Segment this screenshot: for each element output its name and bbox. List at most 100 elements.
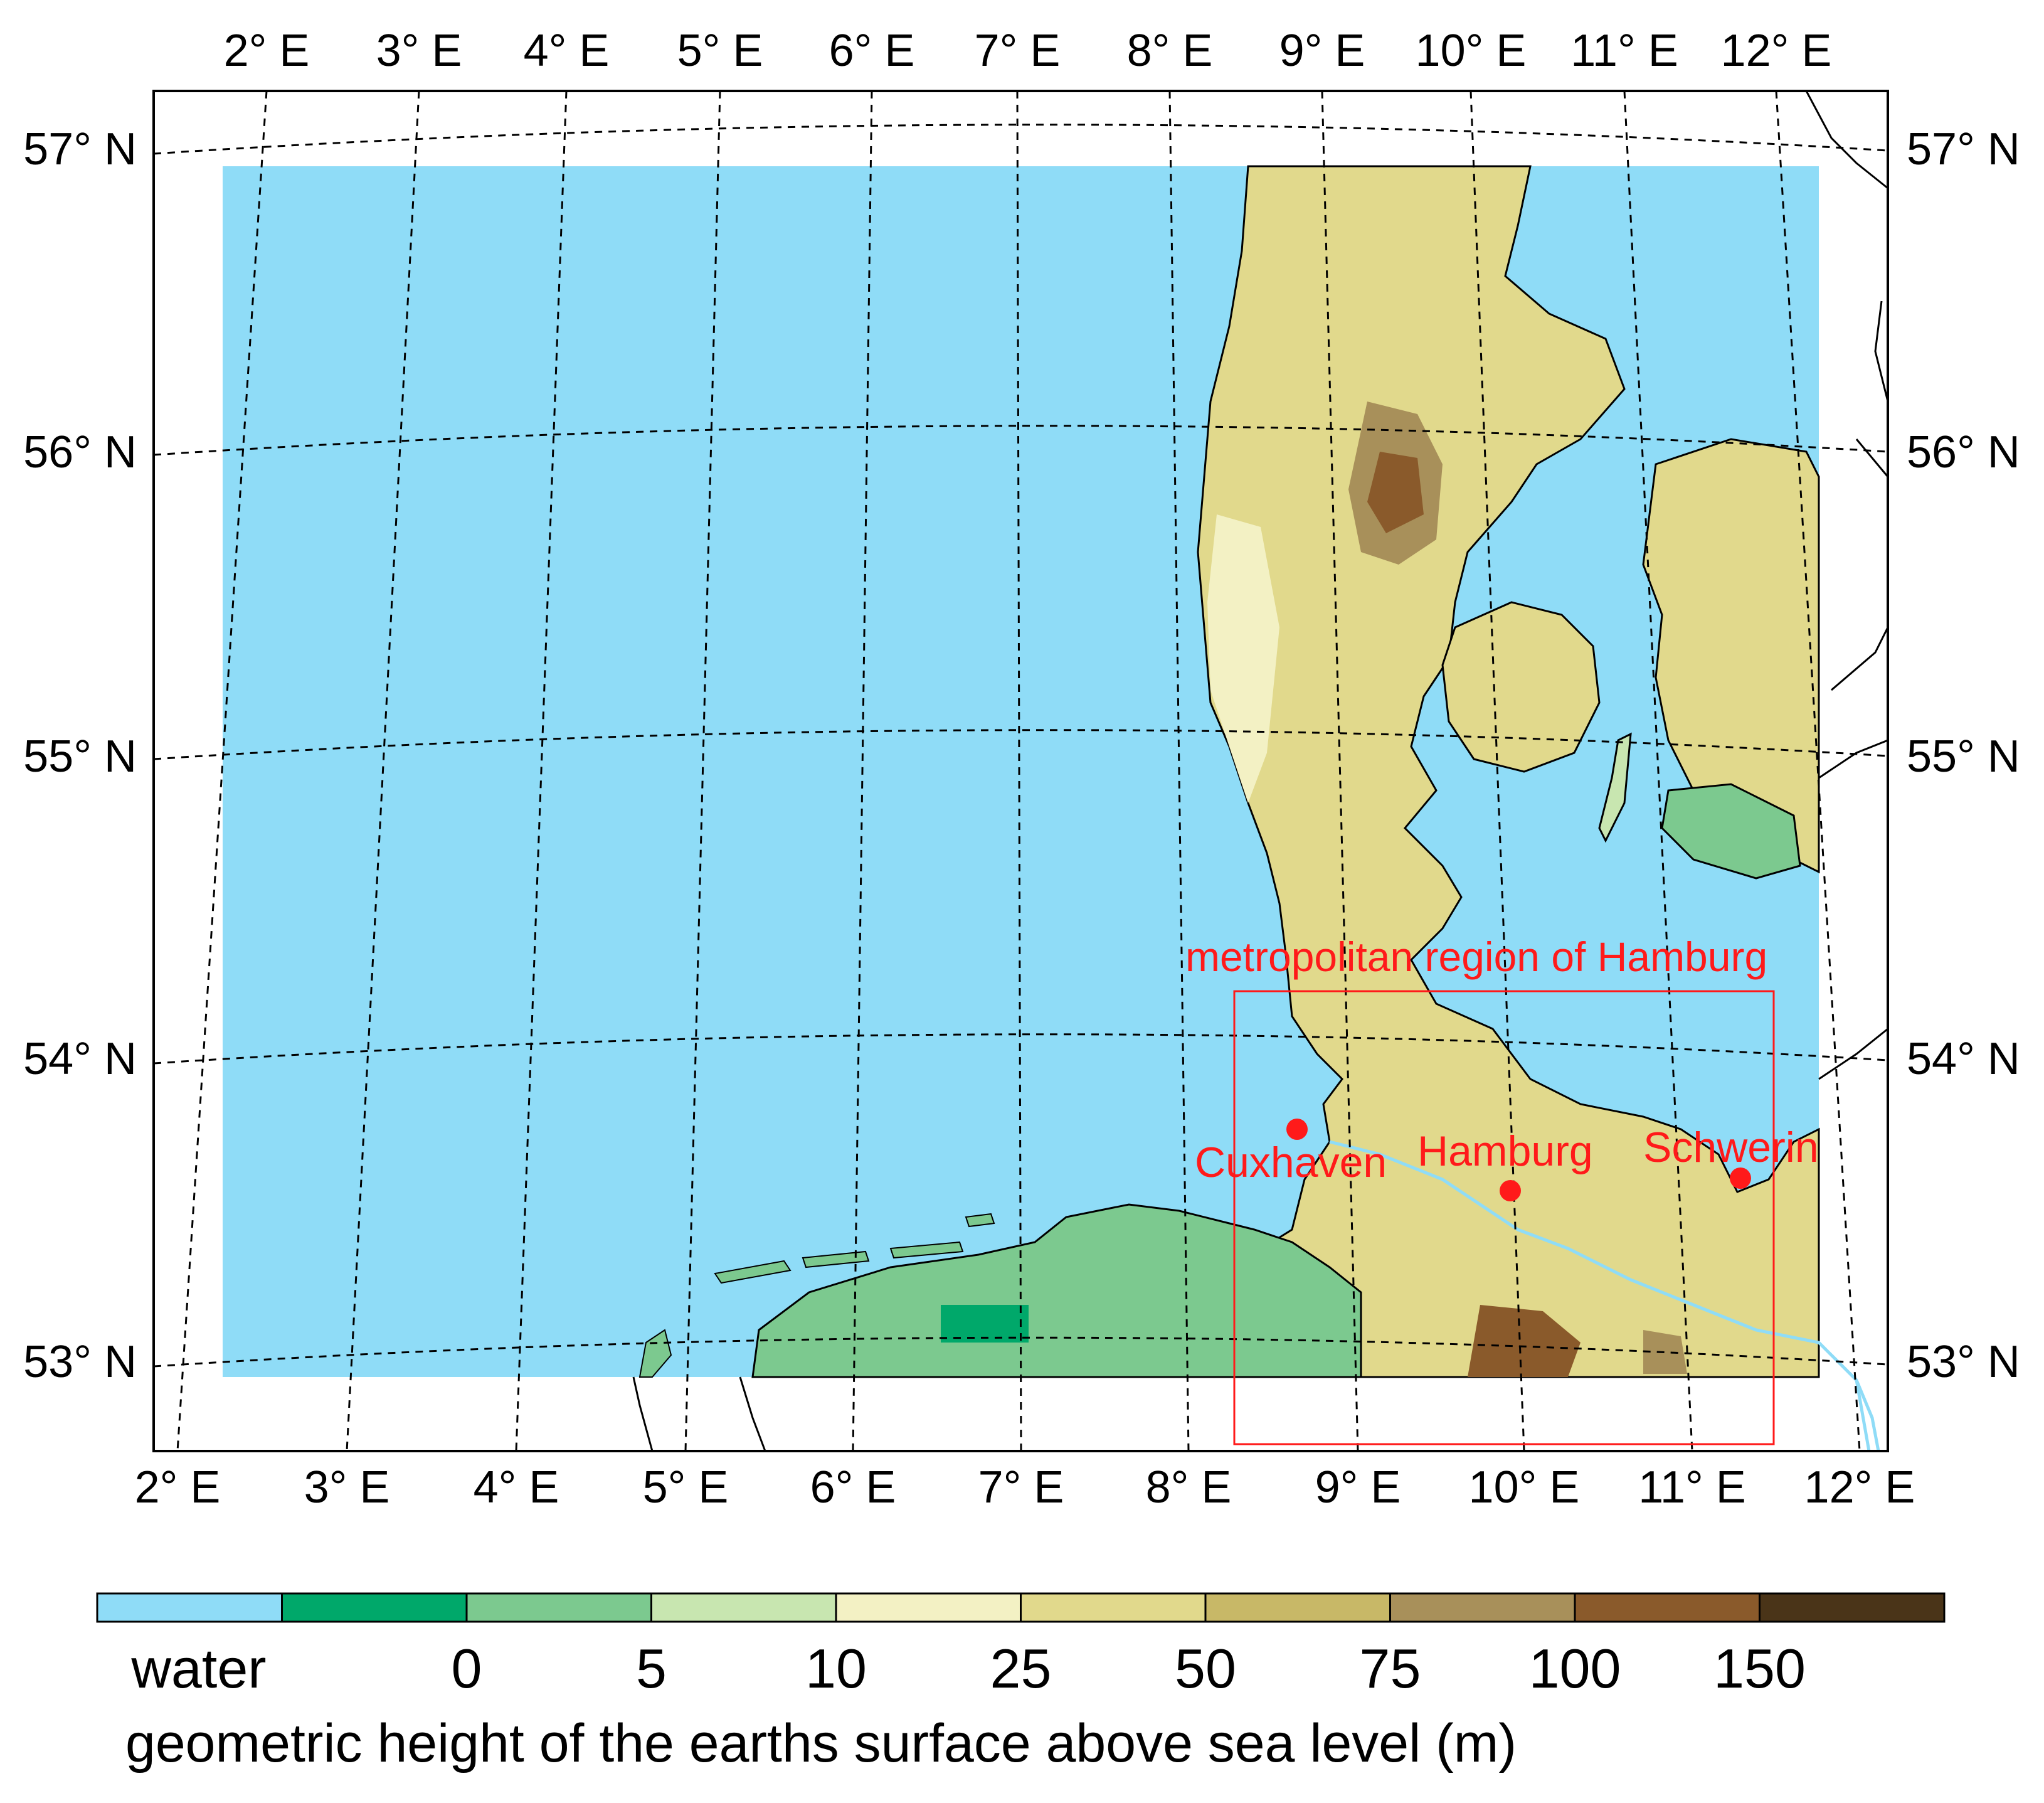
bottom-lon-label: 5° E <box>643 1462 729 1513</box>
meridian-line <box>346 91 420 1451</box>
colorbar-label: 25 <box>990 1637 1052 1699</box>
elbe-river <box>1329 1140 1871 1451</box>
hamburg-marker <box>1500 1180 1521 1201</box>
hamburg-region-label: metropolitan region of Hamburg <box>1185 933 1767 980</box>
hamburg-label: Hamburg <box>1417 1127 1593 1175</box>
elbe-outside <box>1855 1380 1880 1451</box>
cuxhaven-label: Cuxhaven <box>1195 1139 1387 1186</box>
colorbar-swatch <box>1759 1592 1946 1623</box>
bottom-lon-label: 4° E <box>474 1462 559 1513</box>
right-lat-label: 53° N <box>1907 1337 2020 1387</box>
top-lon-label: 4° E <box>524 26 610 76</box>
colorbar-swatch <box>465 1592 652 1623</box>
meridian-line <box>1321 91 1359 1451</box>
meridian-line <box>176 91 268 1451</box>
top-lon-label: 2° E <box>224 26 310 76</box>
right-lat-label: 56° N <box>1907 427 2020 477</box>
colorbar-swatch <box>281 1592 468 1623</box>
parallel-line <box>154 1336 1888 1368</box>
bottom-lon-label: 2° E <box>135 1462 221 1513</box>
bottom-lon-label: 6° E <box>810 1462 896 1513</box>
colorbar-label: 100 <box>1529 1637 1621 1699</box>
parallel-line <box>154 729 1888 760</box>
colorbar-swatch <box>96 1592 283 1623</box>
right-lat-label: 54° N <box>1907 1034 2020 1084</box>
top-lon-label: 6° E <box>829 26 915 76</box>
left-lat-label: 56° N <box>23 427 137 477</box>
top-lon-label: 11° E <box>1570 26 1678 76</box>
hamburg-region-box <box>1233 990 1775 1445</box>
left-lat-label: 54° N <box>23 1034 137 1084</box>
schwerin-marker <box>1730 1167 1751 1189</box>
colorbar-swatch <box>1389 1592 1576 1623</box>
lowland-coast <box>751 1203 1362 1378</box>
langeland-island <box>1598 732 1632 843</box>
frisian-island-2 <box>802 1250 870 1268</box>
lolland-island <box>1661 783 1801 880</box>
right-latitude-labels: 57° N 56° N 55° N 54° N 53° N <box>1907 124 2020 1387</box>
colorbar-label: 150 <box>1713 1637 1806 1699</box>
colorbar-label: water <box>130 1637 266 1699</box>
top-lon-label: 12° E <box>1721 26 1832 76</box>
highland-patch-east <box>1643 1330 1687 1374</box>
colorbar-labels: water 0 5 10 25 50 75 100 150 <box>130 1637 1806 1699</box>
right-lat-label: 55° N <box>1907 731 2020 782</box>
colorbar-label: 10 <box>805 1637 867 1699</box>
parallel-line <box>154 124 1888 155</box>
left-lat-label: 57° N <box>23 124 137 174</box>
meridian-line <box>1623 91 1693 1451</box>
colorbar-swatch <box>1574 1592 1761 1623</box>
left-latitude-labels: 57° N 56° N 55° N 54° N 53° N <box>23 124 137 1387</box>
colorbar-label: 75 <box>1360 1637 1421 1699</box>
top-lon-label: 8° E <box>1127 26 1213 76</box>
left-lat-label: 53° N <box>23 1337 137 1387</box>
schwerin-label: Schwerin <box>1643 1124 1819 1171</box>
parallel-line <box>154 425 1888 456</box>
bottom-lon-label: 10° E <box>1469 1462 1580 1513</box>
bottom-lon-label: 9° E <box>1315 1462 1401 1513</box>
colorbar-swatch <box>650 1592 837 1623</box>
frisian-island-3 <box>889 1241 964 1259</box>
top-lon-label: 7° E <box>975 26 1061 76</box>
meridian-line <box>684 91 721 1451</box>
meridian-line <box>1168 91 1190 1451</box>
colorbar-label: 5 <box>636 1637 667 1699</box>
meridian-line <box>1469 91 1525 1451</box>
colorbar-label: 0 <box>452 1637 482 1699</box>
graticule <box>154 91 1888 1451</box>
colorbar-swatch <box>835 1592 1022 1623</box>
bottom-lon-label: 8° E <box>1146 1462 1232 1513</box>
jutland-highland-core <box>1367 452 1424 533</box>
coast-outside-nl <box>632 1376 766 1451</box>
top-lon-label: 5° E <box>677 26 763 76</box>
frisian-island-1 <box>714 1260 792 1284</box>
plot-frame <box>152 90 1889 1452</box>
colorbar-swatch <box>1204 1592 1391 1623</box>
parallel-line <box>154 1033 1888 1065</box>
top-lon-label: 3° E <box>376 26 462 76</box>
right-lat-label: 57° N <box>1907 124 2020 174</box>
bottom-lon-label: 12° E <box>1804 1462 1915 1513</box>
texel-island <box>638 1329 672 1378</box>
coast-outside-se <box>1805 91 1888 1080</box>
lowland-dark-patch <box>941 1305 1029 1343</box>
funen-island <box>1441 601 1601 773</box>
bottom-lon-label: 11° E <box>1638 1462 1746 1513</box>
top-lon-label: 10° E <box>1416 26 1527 76</box>
colorbar-label: 50 <box>1175 1637 1236 1699</box>
left-lat-label: 55° N <box>23 731 137 782</box>
bottom-lon-label: 3° E <box>304 1462 390 1513</box>
meridian-line <box>515 91 568 1451</box>
bottom-lon-label: 7° E <box>978 1462 1064 1513</box>
colorbar-swatch <box>1020 1592 1207 1623</box>
bottom-longitude-labels: 2° E 3° E 4° E 5° E 6° E 7° E 8° E 9° E 10° E 11°… <box>135 1462 1915 1513</box>
top-lon-label: 9° E <box>1279 26 1365 76</box>
meridian-line <box>1775 91 1861 1451</box>
cuxhaven-marker <box>1286 1119 1308 1140</box>
frisian-island-4 <box>965 1213 995 1228</box>
meridian-line <box>1016 91 1022 1451</box>
colorbar <box>96 1592 1946 1623</box>
meridian-line <box>852 91 873 1451</box>
colorbar-title: geometric height of the earths surface a… <box>125 1713 1517 1774</box>
